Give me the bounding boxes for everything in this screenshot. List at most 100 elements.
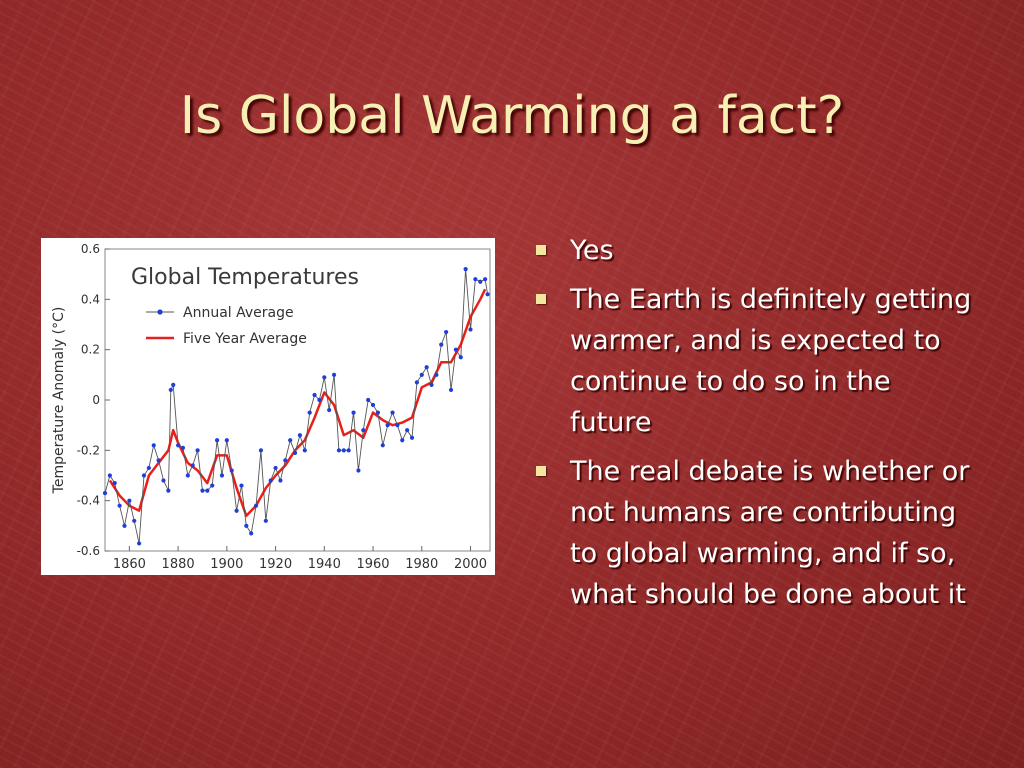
annual-average-point bbox=[205, 488, 210, 493]
y-tick-label: 0.6 bbox=[81, 242, 100, 256]
annual-average-point bbox=[151, 443, 156, 448]
plot-frame bbox=[104, 248, 491, 552]
annual-average-point bbox=[351, 410, 356, 415]
annual-average-point bbox=[190, 463, 195, 468]
annual-average-point bbox=[168, 387, 173, 393]
legend-five-year-label: Five Year Average bbox=[183, 331, 307, 347]
bullet-text: Yes bbox=[570, 235, 614, 266]
annual-average-point bbox=[409, 435, 415, 440]
bullet-item: The Earth is definitely getting warmer, … bbox=[532, 279, 972, 443]
annual-average-point bbox=[239, 483, 244, 488]
chart-title: Global Temperatures bbox=[131, 265, 359, 290]
annual-average-point bbox=[146, 465, 151, 471]
annual-average-point bbox=[273, 465, 278, 471]
annual-average-point bbox=[249, 531, 254, 536]
annual-average-point bbox=[356, 468, 361, 473]
annual-average-point bbox=[258, 448, 264, 453]
chart-canvas: 0.6 0.4 0.2 0 -0.2 -0.4 -0.6 1860 1880 1900 1920 19… bbox=[51, 242, 491, 572]
annual-average-point bbox=[414, 380, 419, 385]
square-bullet-icon bbox=[536, 294, 546, 304]
annual-average-point bbox=[132, 518, 137, 523]
annual-average-point bbox=[166, 488, 171, 493]
bullet-item: The real debate is whether or not humans… bbox=[532, 451, 972, 615]
annual-average-point bbox=[405, 428, 410, 433]
bullet-text: The Earth is definitely getting warmer, … bbox=[570, 284, 972, 438]
bullet-text: The real debate is whether or not humans… bbox=[570, 456, 970, 610]
annual-average-point bbox=[141, 473, 147, 478]
x-tick-label: 1900 bbox=[210, 557, 243, 572]
annual-average-point bbox=[385, 423, 390, 428]
annual-average-point bbox=[122, 523, 127, 528]
annual-average-point bbox=[102, 491, 108, 496]
annual-average-point bbox=[137, 541, 142, 546]
annual-average-point bbox=[156, 458, 161, 463]
annual-average-point bbox=[263, 518, 268, 523]
annual-average-point bbox=[424, 365, 429, 370]
annual-average-point bbox=[473, 277, 478, 282]
annual-average-point bbox=[297, 433, 303, 438]
annual-average-point bbox=[331, 372, 337, 377]
annual-average-point bbox=[283, 458, 288, 463]
annual-average-point bbox=[107, 473, 112, 478]
x-tick-label: 1980 bbox=[405, 557, 438, 572]
annual-average-point bbox=[214, 438, 220, 443]
annual-average-point bbox=[210, 483, 215, 488]
y-tick-label: 0 bbox=[92, 393, 100, 407]
bullet-item: Yes bbox=[532, 230, 972, 271]
annual-average-point bbox=[161, 478, 166, 483]
annual-average-point bbox=[448, 387, 454, 393]
annual-average-point bbox=[268, 478, 273, 483]
legend-annual-label: Annual Average bbox=[183, 305, 294, 321]
annual-average-point bbox=[185, 473, 190, 478]
x-tick-label: 1940 bbox=[308, 557, 341, 572]
annual-average-point bbox=[390, 410, 395, 415]
y-tick-label: -0.4 bbox=[77, 494, 100, 508]
annual-average-point bbox=[127, 498, 132, 503]
annual-average-point bbox=[195, 448, 200, 453]
annual-average-point bbox=[439, 342, 444, 347]
y-tick-label: -0.2 bbox=[77, 443, 100, 457]
annual-average-point bbox=[244, 523, 249, 528]
annual-average-point bbox=[117, 503, 122, 508]
annual-average-point bbox=[278, 478, 283, 483]
annual-average-point bbox=[253, 503, 259, 508]
temperature-chart: 0.6 0.4 0.2 0 -0.2 -0.4 -0.6 1860 1880 1900 1920 19… bbox=[41, 238, 495, 575]
annual-average-point bbox=[361, 428, 366, 433]
annual-average-point bbox=[463, 267, 468, 272]
five-year-average-line bbox=[108, 288, 487, 518]
annual-average-point bbox=[458, 355, 463, 360]
x-tick-label: 1960 bbox=[356, 557, 389, 572]
annual-average-point bbox=[453, 347, 458, 352]
annual-average-point bbox=[302, 448, 307, 453]
annual-average-point bbox=[292, 450, 298, 455]
annual-average-point bbox=[485, 292, 490, 297]
x-tick-label: 2000 bbox=[454, 557, 487, 572]
annual-average-point bbox=[429, 382, 434, 387]
annual-average-point bbox=[224, 438, 229, 443]
annual-average-point bbox=[370, 402, 376, 408]
x-tick-label: 1860 bbox=[113, 557, 146, 572]
x-tick-label: 1920 bbox=[259, 557, 292, 572]
annual-average-point bbox=[176, 443, 181, 448]
annual-average-point bbox=[234, 508, 239, 513]
annual-average-point bbox=[400, 438, 405, 443]
annual-average-point bbox=[483, 277, 488, 282]
annual-average-point bbox=[200, 488, 205, 493]
annual-average-point bbox=[312, 392, 317, 398]
annual-average-point bbox=[341, 448, 346, 453]
annual-average-point bbox=[375, 410, 381, 415]
annual-average-point bbox=[434, 372, 439, 377]
annual-average-point bbox=[395, 423, 400, 428]
annual-average-point bbox=[366, 397, 371, 403]
annual-average-point bbox=[419, 372, 424, 377]
x-tick-label: 1880 bbox=[162, 557, 195, 572]
annual-average-point bbox=[322, 375, 327, 380]
annual-average-point bbox=[478, 279, 483, 284]
annual-average-point bbox=[229, 468, 234, 473]
annual-average-point bbox=[219, 473, 225, 478]
y-tick-label: 0.4 bbox=[81, 292, 100, 306]
annual-average-point bbox=[317, 397, 322, 403]
annual-average-point bbox=[180, 445, 186, 450]
annual-average-point bbox=[346, 448, 351, 453]
